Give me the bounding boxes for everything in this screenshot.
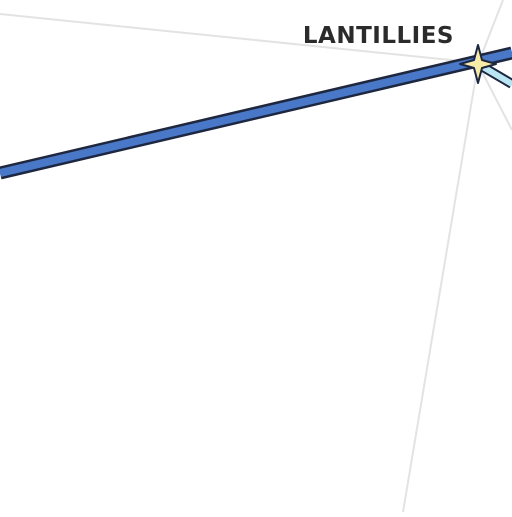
minor-road (402, 63, 479, 513)
minor-road (477, 63, 512, 131)
main-line (0, 46, 512, 180)
minor-road (0, 13, 471, 63)
place-label: LANTILLIES (303, 23, 454, 49)
star-icon[interactable] (459, 44, 497, 84)
